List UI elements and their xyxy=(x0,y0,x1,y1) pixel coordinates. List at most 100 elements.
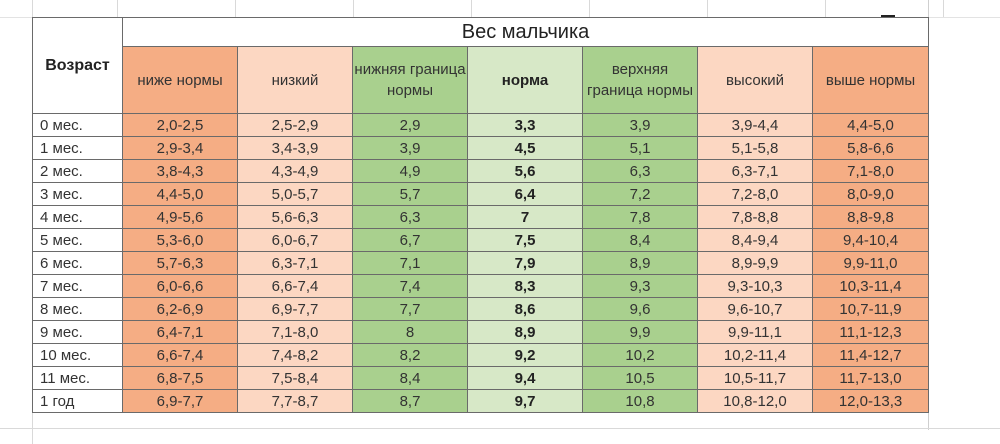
weight-cell: 3,8-4,3 xyxy=(122,159,238,183)
weight-cell: 8,8-9,8 xyxy=(811,205,930,229)
table-row: 3 мес. 4,4-5,0 5,0-5,7 5,7 6,4 7,2 7,2-8,0 8,0-… xyxy=(32,182,930,206)
weight-cell: 2,5-2,9 xyxy=(237,113,353,137)
weight-cell: 10,7-11,9 xyxy=(811,297,930,321)
age-cell: 1 год xyxy=(32,389,123,413)
weight-cell: 6,0-6,7 xyxy=(237,228,353,252)
weight-cell: 7,5 xyxy=(467,228,583,252)
spreadsheet-grid-top xyxy=(0,0,1000,18)
weight-cell: 9,9-11,1 xyxy=(697,320,813,344)
weight-cell: 3,9 xyxy=(352,136,468,160)
age-header: Возраст xyxy=(32,17,123,114)
weight-cell: 7,7-8,7 xyxy=(237,389,353,413)
table-row: 5 мес. 5,3-6,0 6,0-6,7 6,7 7,5 8,4 8,4-9,4 9,4-… xyxy=(32,228,930,252)
age-cell: 5 мес. xyxy=(32,228,123,252)
weight-cell: 7,7 xyxy=(352,297,468,321)
table-row: 1 мес. 2,9-3,4 3,4-3,9 3,9 4,5 5,1 5,1-5,8 5,8-… xyxy=(32,136,930,160)
weight-cell: 7,5-8,4 xyxy=(237,366,353,390)
age-cell: 9 мес. xyxy=(32,320,123,344)
weight-cell: 9,3-10,3 xyxy=(697,274,813,298)
weight-cell: 10,5 xyxy=(582,366,698,390)
weight-cell: 4,4-5,0 xyxy=(811,113,930,137)
column-header: верхняя граница нормы xyxy=(582,46,698,114)
weight-cell: 11,4-12,7 xyxy=(811,343,930,367)
weight-cell: 6,8-7,5 xyxy=(122,366,238,390)
weight-cell: 4,9-5,6 xyxy=(122,205,238,229)
weight-cell: 7,4-8,2 xyxy=(237,343,353,367)
weight-cell: 7,8-8,8 xyxy=(697,205,813,229)
weight-cell: 6,3-7,1 xyxy=(697,159,813,183)
column-header: низкий xyxy=(237,46,353,114)
weight-cell: 8,7 xyxy=(352,389,468,413)
table-row: 4 мес. 4,9-5,6 5,6-6,3 6,3 7 7,8 7,8-8,8 8,8-9,… xyxy=(32,205,930,229)
weight-cell: 5,6-6,3 xyxy=(237,205,353,229)
age-cell: 1 мес. xyxy=(32,136,123,160)
weight-cell: 8,3 xyxy=(467,274,583,298)
age-cell: 6 мес. xyxy=(32,251,123,275)
age-cell: 3 мес. xyxy=(32,182,123,206)
table-row: 9 мес. 6,4-7,1 7,1-8,0 8 8,9 9,9 9,9-11,1 11,1-… xyxy=(32,320,930,344)
weight-cell: 5,7 xyxy=(352,182,468,206)
weight-cell: 10,2-11,4 xyxy=(697,343,813,367)
table-title: Вес мальчика xyxy=(121,17,930,47)
table-row: 7 мес. 6,0-6,6 6,6-7,4 7,4 8,3 9,3 9,3-10,3 10,… xyxy=(32,274,930,298)
weight-cell: 7,1-8,0 xyxy=(237,320,353,344)
age-cell: 8 мес. xyxy=(32,297,123,321)
weight-cell: 8,4-9,4 xyxy=(697,228,813,252)
weight-cell: 9,6-10,7 xyxy=(697,297,813,321)
weight-cell: 3,9 xyxy=(582,113,698,137)
age-cell: 2 мес. xyxy=(32,159,123,183)
weight-cell: 11,7-13,0 xyxy=(811,366,930,390)
weight-cell: 6,6-7,4 xyxy=(122,343,238,367)
weight-cell: 6,4-7,1 xyxy=(122,320,238,344)
weight-cell: 9,6 xyxy=(582,297,698,321)
weight-cell: 5,0-5,7 xyxy=(237,182,353,206)
weight-cell: 10,2 xyxy=(582,343,698,367)
weight-cell: 6,7 xyxy=(352,228,468,252)
column-header: выше нормы xyxy=(811,46,930,114)
column-header: нижняя граница нормы xyxy=(352,46,468,114)
spreadsheet-grid-left xyxy=(0,0,33,444)
weight-cell: 10,8-12,0 xyxy=(697,389,813,413)
weight-cell: 4,3-4,9 xyxy=(237,159,353,183)
weight-cell: 7 xyxy=(467,205,583,229)
column-header: норма xyxy=(467,46,583,114)
weight-cell: 8,0-9,0 xyxy=(811,182,930,206)
table-row: 11 мес. 6,8-7,5 7,5-8,4 8,4 9,4 10,5 10,5-11,7… xyxy=(32,366,930,390)
weight-cell: 3,4-3,9 xyxy=(237,136,353,160)
weight-cell: 6,3-7,1 xyxy=(237,251,353,275)
weight-cell: 9,3 xyxy=(582,274,698,298)
age-cell: 10 мес. xyxy=(32,343,123,367)
weight-cell: 12,0-13,3 xyxy=(811,389,930,413)
weight-cell: 7,4 xyxy=(352,274,468,298)
cursor-mark xyxy=(881,15,895,17)
table-row: 2 мес. 3,8-4,3 4,3-4,9 4,9 5,6 6,3 6,3-7,1 7,1-… xyxy=(32,159,930,183)
weight-cell: 7,2-8,0 xyxy=(697,182,813,206)
weight-cell: 8,6 xyxy=(467,297,583,321)
age-cell: 7 мес. xyxy=(32,274,123,298)
weight-cell: 6,4 xyxy=(467,182,583,206)
weight-cell: 2,9-3,4 xyxy=(122,136,238,160)
weight-cell: 8,9 xyxy=(467,320,583,344)
weight-cell: 6,0-6,6 xyxy=(122,274,238,298)
weight-cell: 10,8 xyxy=(582,389,698,413)
weight-cell: 7,1 xyxy=(352,251,468,275)
weight-cell: 2,0-2,5 xyxy=(122,113,238,137)
table-row: 6 мес. 5,7-6,3 6,3-7,1 7,1 7,9 8,9 8,9-9,9 9,9-… xyxy=(32,251,930,275)
weight-cell: 6,3 xyxy=(582,159,698,183)
weight-cell: 7,1-8,0 xyxy=(811,159,930,183)
weight-cell: 4,9 xyxy=(352,159,468,183)
weight-cell: 6,6-7,4 xyxy=(237,274,353,298)
weight-cell: 7,8 xyxy=(582,205,698,229)
column-header: ниже нормы xyxy=(122,46,238,114)
table-row: 10 мес. 6,6-7,4 7,4-8,2 8,2 9,2 10,2 10,2-11,4… xyxy=(32,343,930,367)
weight-cell: 9,9 xyxy=(582,320,698,344)
weight-cell: 9,4-10,4 xyxy=(811,228,930,252)
column-header: высокий xyxy=(697,46,813,114)
weight-cell: 7,9 xyxy=(467,251,583,275)
weight-cell: 8,4 xyxy=(582,228,698,252)
weight-cell: 9,9-11,0 xyxy=(811,251,930,275)
weight-cell: 8,2 xyxy=(352,343,468,367)
weight-cell: 6,3 xyxy=(352,205,468,229)
weight-cell: 4,4-5,0 xyxy=(122,182,238,206)
weight-cell: 6,9-7,7 xyxy=(237,297,353,321)
